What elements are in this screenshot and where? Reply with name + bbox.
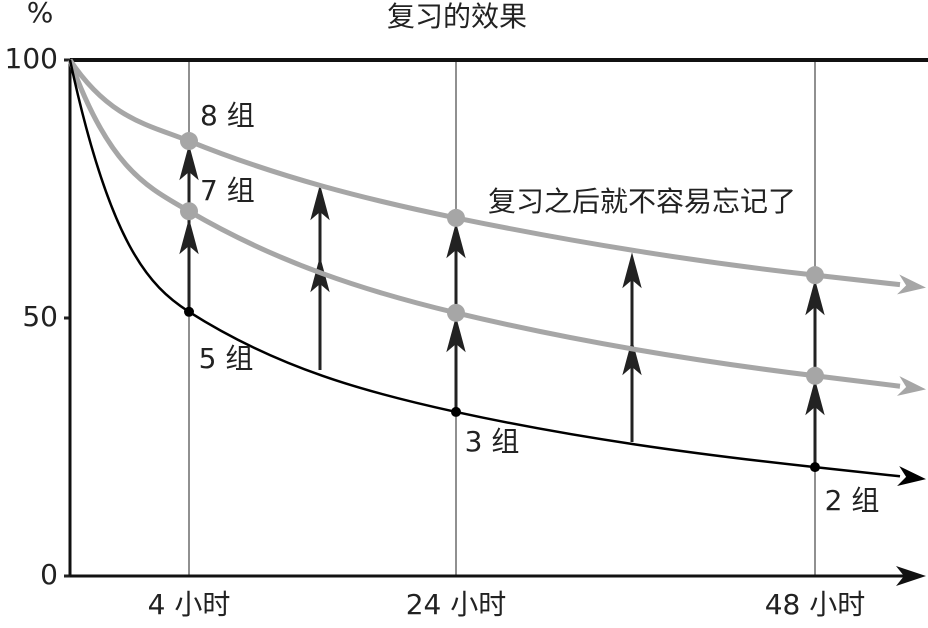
line-arrowhead — [897, 466, 926, 487]
data-point — [806, 266, 824, 285]
x-tick-label: 24 小时 — [406, 588, 507, 621]
annotation: 7 组 — [200, 174, 255, 207]
chart-title: 复习的效果 — [387, 0, 527, 33]
data-point — [810, 462, 820, 473]
y-axis-label: % — [27, 0, 54, 29]
line-arrowhead — [896, 376, 926, 396]
annotation: 5 组 — [199, 342, 254, 375]
line-arrowhead — [897, 274, 926, 295]
y-tick-label: 100 — [5, 42, 58, 75]
series-extension — [814, 272, 901, 288]
annotation: 2 组 — [825, 484, 880, 517]
annotation: 复习之后就不容易忘记了 — [488, 185, 796, 218]
series-extension — [814, 465, 901, 478]
data-point — [447, 303, 465, 322]
data-point — [184, 306, 194, 317]
data-point — [447, 208, 465, 227]
series-line — [68, 59, 816, 469]
series-extension — [814, 373, 901, 389]
y-tick-label: 0 — [40, 558, 58, 591]
data-point — [806, 366, 824, 385]
data-point — [180, 202, 198, 221]
x-axis-arrow — [896, 566, 926, 586]
series-line — [67, 59, 816, 379]
y-tick-label: 50 — [22, 300, 58, 333]
x-tick-label: 48 小时 — [765, 588, 866, 621]
annotation: 3 组 — [465, 425, 520, 458]
x-tick-label: 4 小时 — [148, 588, 231, 621]
series-line — [67, 58, 816, 278]
annotation: 8 组 — [200, 99, 255, 132]
data-point — [180, 132, 198, 151]
data-point — [451, 406, 461, 417]
